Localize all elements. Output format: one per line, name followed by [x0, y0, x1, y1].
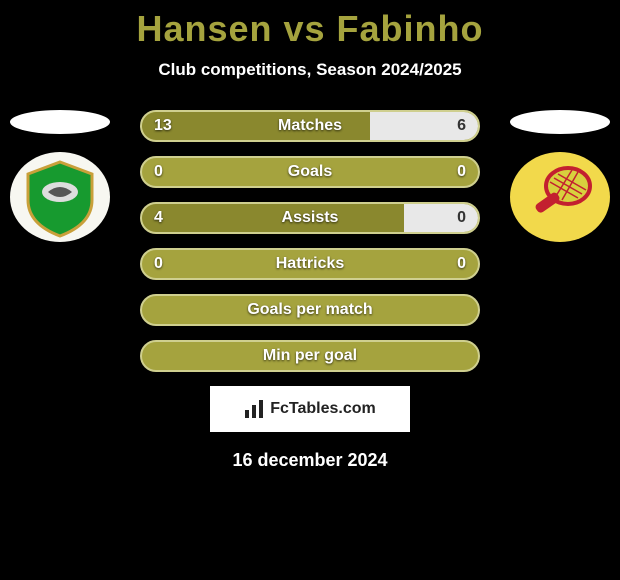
- stat-value-right: 0: [457, 163, 466, 181]
- stat-value-left: 0: [154, 255, 163, 273]
- left-player-silhouette: [10, 110, 110, 134]
- stat-value-left: 0: [154, 163, 163, 181]
- stat-value-right: 6: [457, 117, 466, 135]
- stat-row-plain: Min per goal: [140, 340, 480, 372]
- stat-value-left: 4: [154, 209, 163, 227]
- right-player-silhouette: [510, 110, 610, 134]
- content-area: 13 Matches 6 0 Goals 0 4 Assists 0 0 Hattricks 0 Goa…: [0, 110, 620, 471]
- stat-fill-left: [142, 204, 404, 232]
- stat-label: Assists: [282, 209, 339, 227]
- right-team-badge: [510, 152, 610, 242]
- stat-row-plain: Goals per match: [140, 294, 480, 326]
- stat-row: 0 Goals 0: [140, 156, 480, 188]
- stat-value-left: 13: [154, 117, 172, 135]
- stat-fill-right: [404, 204, 478, 232]
- stat-label: Matches: [278, 117, 342, 135]
- racket-icon: [510, 152, 610, 242]
- page-title: Hansen vs Fabinho: [0, 0, 620, 50]
- fctables-watermark: FcTables.com: [210, 386, 410, 432]
- stat-label: Hattricks: [276, 255, 344, 273]
- stat-row: 13 Matches 6: [140, 110, 480, 142]
- stat-label: Goals per match: [247, 301, 372, 319]
- right-player-block: [510, 110, 610, 242]
- stat-label: Goals: [288, 163, 332, 181]
- left-team-badge: [10, 152, 110, 242]
- stat-value-right: 0: [457, 255, 466, 273]
- snapshot-date: 16 december 2024: [0, 450, 620, 471]
- page-subtitle: Club competitions, Season 2024/2025: [0, 60, 620, 80]
- stat-label: Min per goal: [263, 347, 357, 365]
- shield-icon: [10, 152, 110, 242]
- stat-value-right: 0: [457, 209, 466, 227]
- chart-icon: [244, 399, 264, 419]
- left-player-block: [10, 110, 110, 242]
- stat-row: 0 Hattricks 0: [140, 248, 480, 280]
- stats-column: 13 Matches 6 0 Goals 0 4 Assists 0 0 Hattricks 0 Goa…: [140, 110, 480, 372]
- stat-row: 4 Assists 0: [140, 202, 480, 234]
- fctables-label: FcTables.com: [270, 400, 376, 418]
